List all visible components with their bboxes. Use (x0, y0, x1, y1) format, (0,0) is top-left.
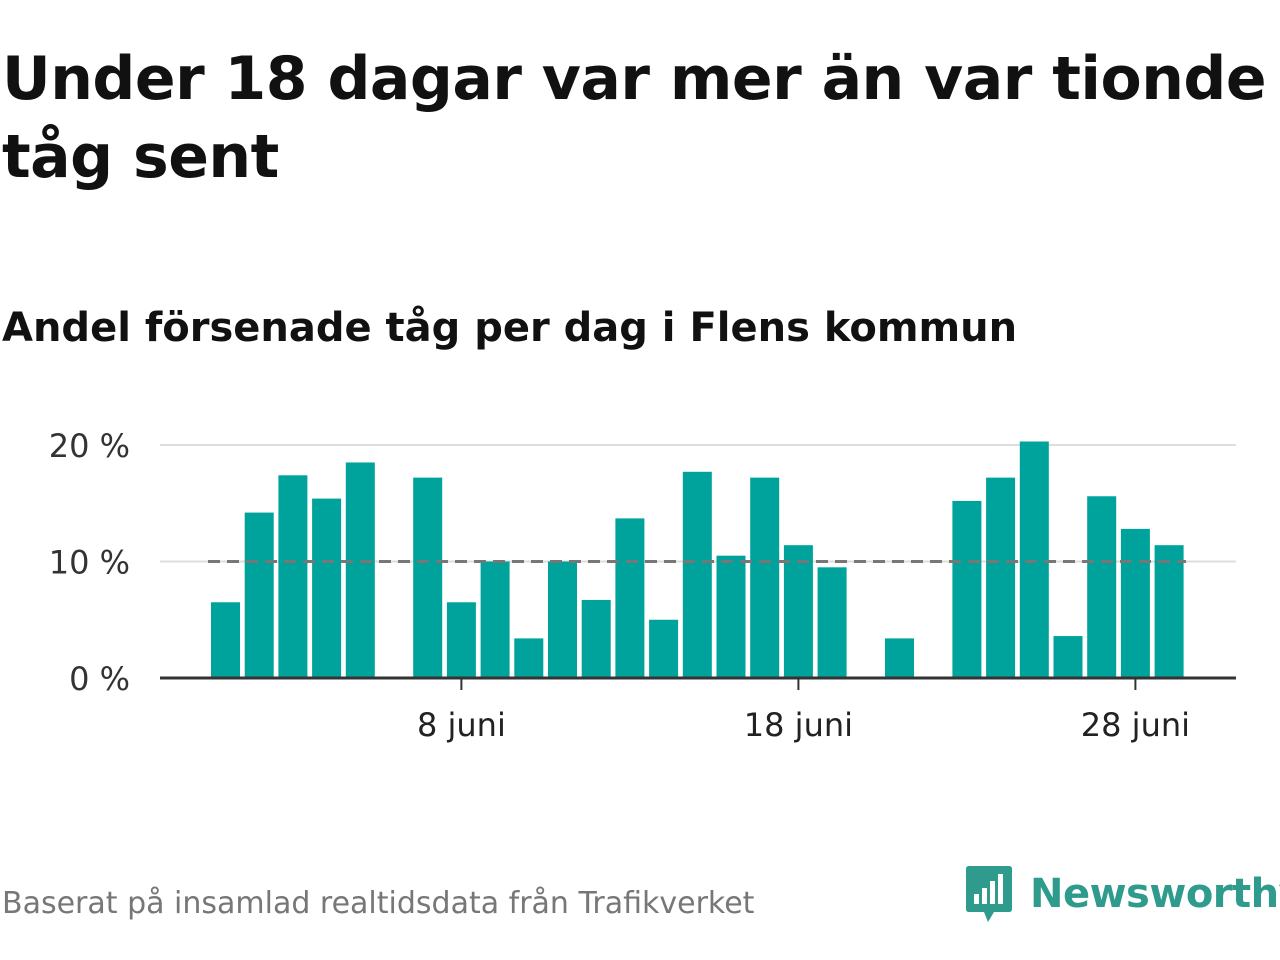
bar (413, 477, 443, 678)
chart-subtitle: Andel försenade tåg per dag i Flens komm… (2, 305, 1018, 351)
brand-name: Newsworthy (1030, 871, 1280, 917)
bar (514, 638, 544, 678)
bar (716, 555, 746, 678)
bar (817, 567, 847, 678)
brand-logo: Newsworthy (964, 862, 1280, 926)
bar (986, 477, 1016, 678)
bar (312, 498, 342, 678)
bar (1154, 545, 1184, 678)
tick-labels: 0 % 10 % 20 % 8 juni 18 juni 28 juni (49, 427, 1190, 744)
source-note: Baserat på insamlad realtidsdata från Tr… (2, 886, 755, 921)
bar (885, 638, 914, 678)
chart-title: Under 18 dagar var mer än var tionde tåg… (2, 44, 1267, 192)
bar (548, 561, 577, 678)
bar-chart: 0 % 10 % 20 % 8 juni 18 juni 28 juni (49, 427, 1236, 744)
y-tick-label: 0 % (69, 660, 130, 698)
bar (1019, 441, 1049, 678)
bars (211, 441, 1184, 678)
bar (581, 599, 611, 678)
x-tick-label: 28 juni (1081, 706, 1190, 744)
bar (244, 512, 274, 678)
bar (615, 518, 645, 678)
bar (446, 602, 476, 678)
axes (160, 676, 1236, 690)
bar (278, 475, 308, 678)
bar (750, 477, 780, 678)
bar (1120, 528, 1150, 678)
x-tick-label: 18 juni (744, 706, 853, 744)
bar (345, 462, 375, 678)
bar (211, 602, 240, 678)
y-tick-label: 20 % (49, 427, 130, 465)
x-tick-label: 8 juni (417, 706, 506, 744)
bar (1053, 636, 1083, 678)
bar (952, 500, 982, 678)
bar (1087, 496, 1117, 678)
bar (649, 619, 679, 678)
bar (480, 561, 510, 678)
y-tick-label: 10 % (49, 544, 130, 582)
bar (682, 471, 712, 678)
bar (783, 545, 813, 678)
newsworthy-logo-icon (966, 866, 1012, 922)
